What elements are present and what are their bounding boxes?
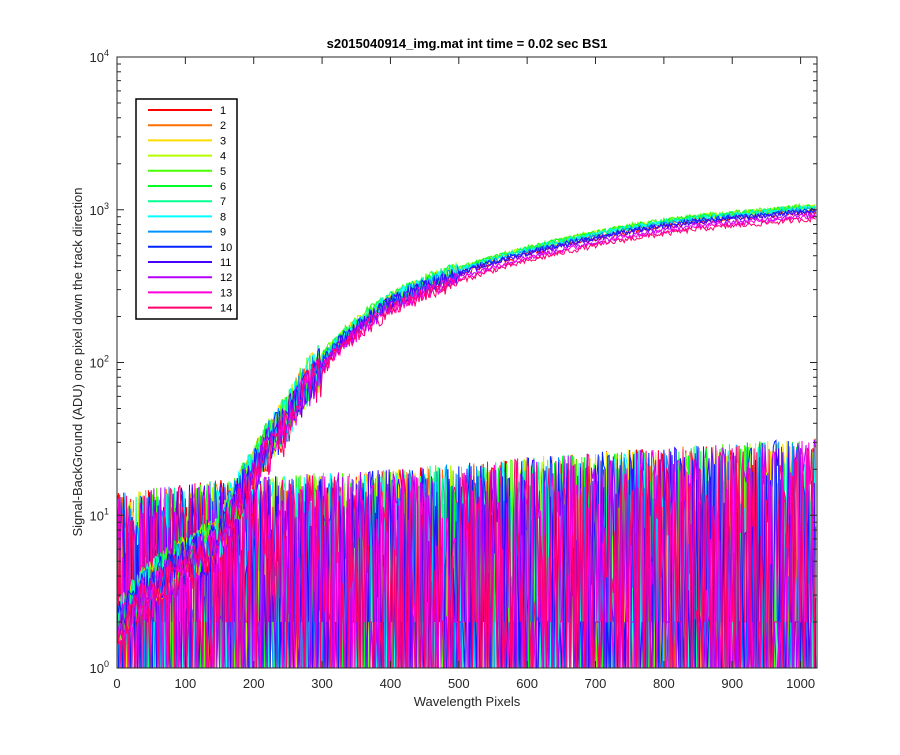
legend-label-8: 8 bbox=[220, 211, 226, 223]
y-axis-label: Signal-BackGround (ADU) one pixel down t… bbox=[70, 187, 85, 536]
legend-label-13: 13 bbox=[220, 287, 232, 299]
y-tick-label: 102 bbox=[90, 354, 109, 371]
plot-area bbox=[116, 202, 817, 669]
y-tick-label: 103 bbox=[90, 201, 109, 218]
y-tick-label: 101 bbox=[90, 506, 109, 523]
series-10-signal-line bbox=[116, 207, 816, 636]
series-14-noise-line bbox=[116, 445, 817, 669]
x-tick-label: 700 bbox=[585, 676, 607, 691]
x-tick-label: 600 bbox=[516, 676, 538, 691]
legend-label-14: 14 bbox=[220, 303, 232, 315]
x-tick-label: 0 bbox=[113, 676, 120, 691]
series-14-signal-line bbox=[116, 216, 816, 645]
legend-label-11: 11 bbox=[220, 257, 231, 269]
y-tick-label: 104 bbox=[90, 48, 109, 65]
x-tick-label: 1000 bbox=[786, 676, 815, 691]
y-tick-label: 100 bbox=[90, 659, 109, 676]
x-tick-label: 300 bbox=[311, 676, 333, 691]
legend-label-3: 3 bbox=[220, 135, 226, 147]
x-tick-label: 200 bbox=[243, 676, 265, 691]
legend-label-7: 7 bbox=[220, 196, 226, 208]
legend-label-5: 5 bbox=[220, 166, 226, 178]
series-13-signal-line bbox=[116, 213, 817, 647]
series-11-signal-line bbox=[116, 208, 817, 639]
legend-label-9: 9 bbox=[220, 227, 226, 239]
legend-label-4: 4 bbox=[220, 151, 226, 163]
legend-box bbox=[135, 98, 238, 320]
x-tick-label: 900 bbox=[721, 676, 743, 691]
x-axis-label: Wavelength Pixels bbox=[414, 694, 521, 709]
x-tick-label: 400 bbox=[380, 676, 402, 691]
legend-label-1: 1 bbox=[220, 105, 226, 117]
legend-label-2: 2 bbox=[220, 120, 226, 132]
x-tick-label: 100 bbox=[175, 676, 197, 691]
legend-label-10: 10 bbox=[220, 242, 232, 254]
x-tick-label: 800 bbox=[653, 676, 675, 691]
legend-label-12: 12 bbox=[220, 272, 232, 284]
chart-title: s2015040914_img.mat int time = 0.02 sec … bbox=[327, 36, 608, 51]
x-tick-label: 500 bbox=[448, 676, 470, 691]
legend-label-6: 6 bbox=[220, 181, 226, 193]
